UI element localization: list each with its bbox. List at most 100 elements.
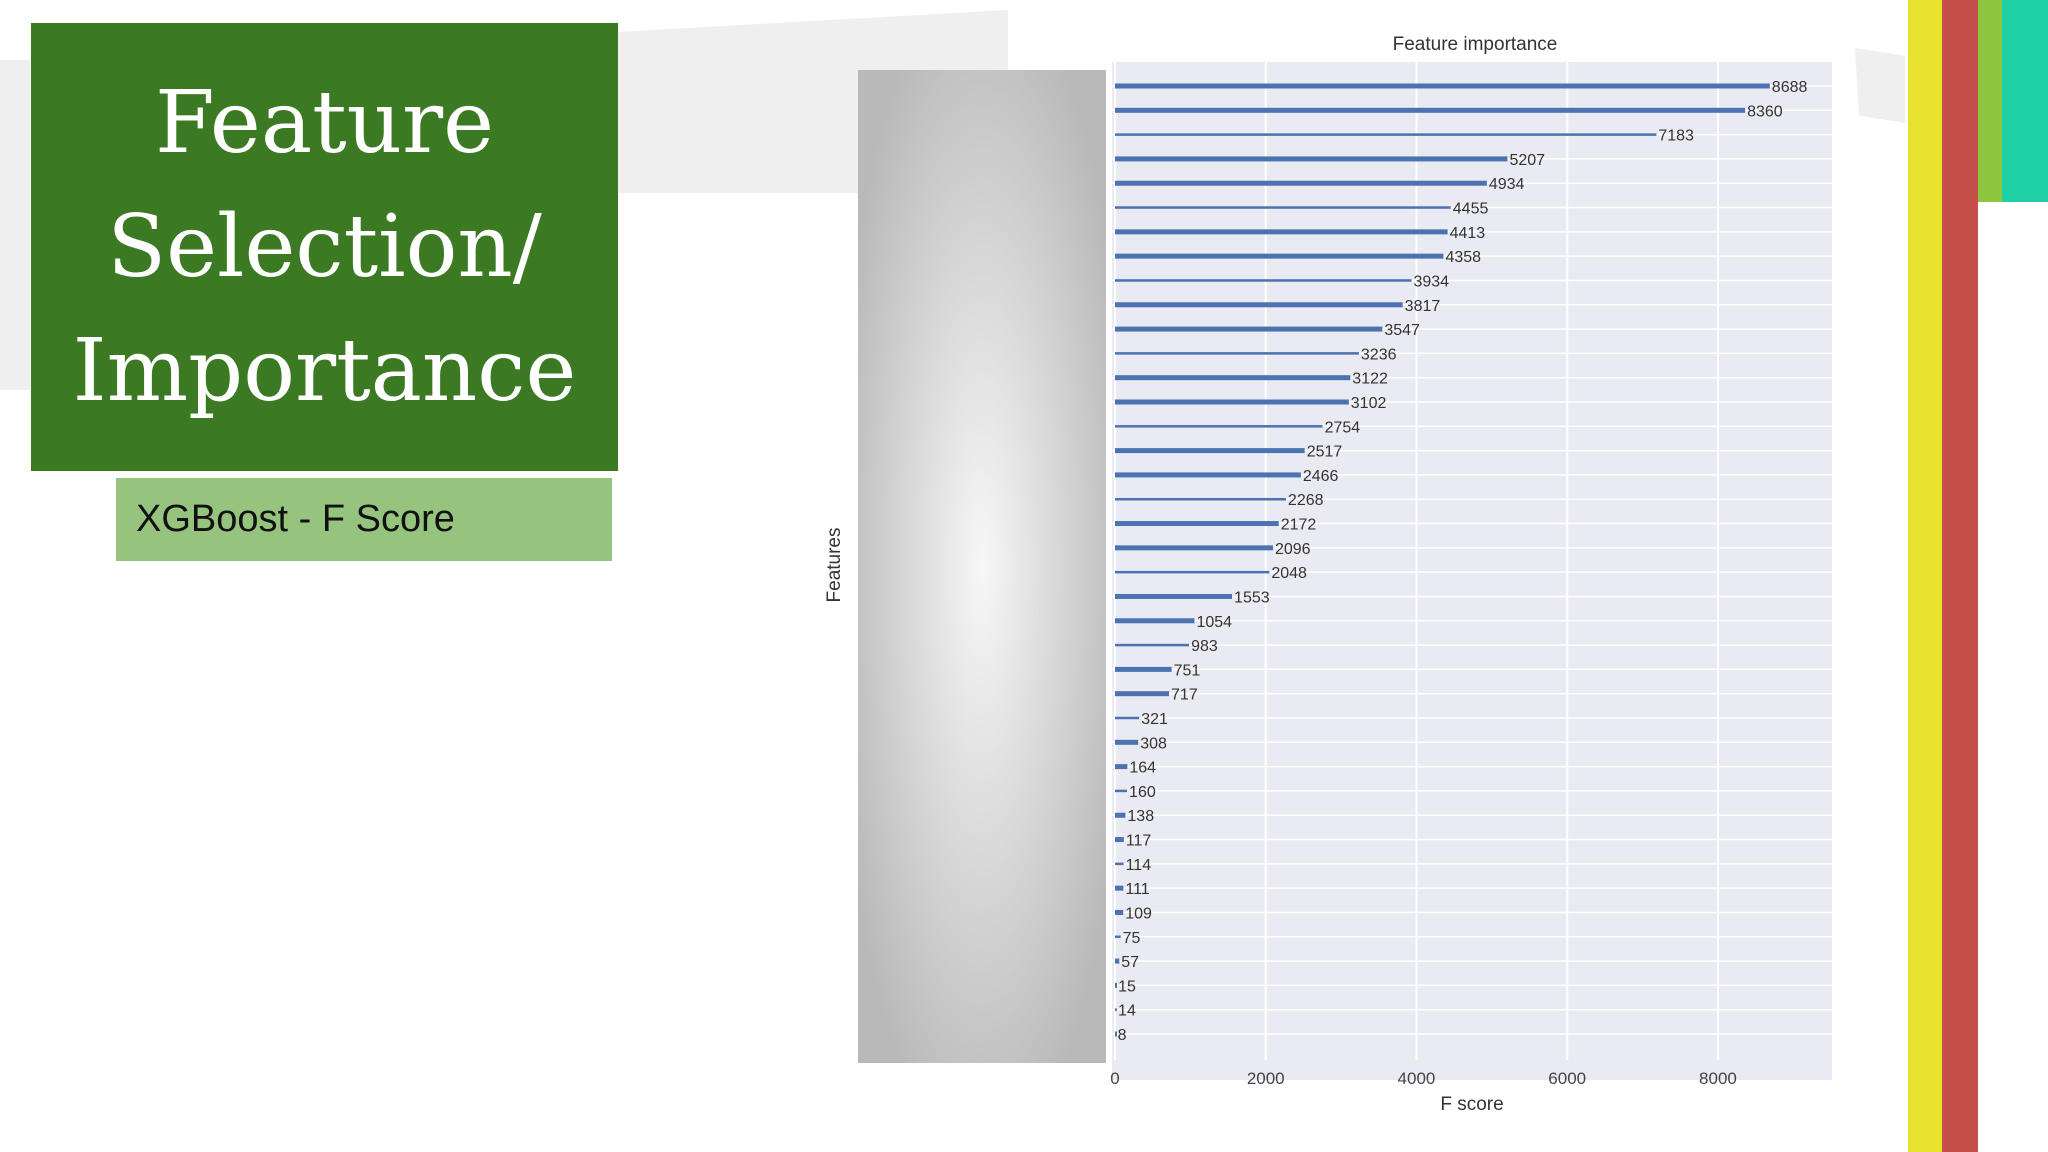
- feature-names-mask: [858, 70, 1106, 1063]
- data-label-7: 4358: [1445, 249, 1481, 266]
- slide-subtitle: XGBoost - F Score: [136, 498, 455, 540]
- data-label-25: 717: [1171, 687, 1198, 704]
- bar-29: [1115, 789, 1128, 793]
- x-tick-label: 2000: [1247, 1069, 1285, 1088]
- bar-5: [1115, 206, 1451, 209]
- grid-lines-x: [1114, 62, 1719, 1060]
- background-shape-right: [1855, 48, 1905, 123]
- bar-21: [1115, 593, 1233, 599]
- data-label-39: 8: [1118, 1027, 1127, 1044]
- data-label-10: 3547: [1384, 322, 1420, 339]
- bar-36: [1115, 958, 1120, 964]
- bar-25: [1115, 691, 1170, 697]
- title-line-1: Feature: [154, 73, 495, 173]
- data-label-14: 2754: [1325, 419, 1361, 436]
- bar-22: [1115, 618, 1195, 624]
- title-box: Feature Selection/ Importance: [31, 23, 618, 471]
- bar-24: [1115, 666, 1172, 672]
- bar-32: [1115, 862, 1124, 866]
- data-label-9: 3817: [1405, 298, 1441, 315]
- data-label-33: 111: [1125, 881, 1149, 898]
- bar-14: [1115, 425, 1323, 428]
- data-label-3: 5207: [1509, 152, 1545, 169]
- subtitle-box: XGBoost - F Score: [116, 478, 612, 561]
- data-label-11: 3236: [1361, 346, 1397, 363]
- data-label-31: 117: [1126, 833, 1152, 850]
- data-label-22: 1054: [1196, 614, 1232, 631]
- bar-27: [1115, 739, 1139, 745]
- bar-38: [1115, 1008, 1117, 1011]
- data-label-27: 308: [1140, 735, 1167, 752]
- data-label-34: 109: [1125, 905, 1152, 922]
- data-label-15: 2517: [1307, 444, 1343, 461]
- data-label-13: 3102: [1351, 395, 1387, 412]
- data-label-16: 2466: [1303, 468, 1339, 485]
- bar-15: [1115, 448, 1305, 454]
- data-label-4: 4934: [1489, 176, 1525, 193]
- bar-2: [1115, 133, 1657, 136]
- stripe-green: [1978, 0, 2002, 202]
- chart-title: Feature importance: [1393, 34, 1558, 55]
- bar-10: [1115, 326, 1383, 332]
- data-label-38: 14: [1118, 1003, 1136, 1020]
- data-label-1: 8360: [1747, 103, 1783, 120]
- data-label-36: 57: [1121, 954, 1139, 971]
- x-tick-label: 0: [1110, 1069, 1119, 1088]
- x-tick-label: 4000: [1398, 1069, 1436, 1088]
- bars: [1115, 83, 1770, 1037]
- x-tick-label: 8000: [1699, 1069, 1737, 1088]
- data-label-29: 160: [1129, 784, 1156, 801]
- bar-39: [1115, 1031, 1117, 1037]
- data-label-2: 7183: [1658, 128, 1694, 145]
- data-label-19: 2096: [1275, 541, 1311, 558]
- y-axis-label: Features: [824, 528, 845, 603]
- data-label-24: 751: [1174, 662, 1201, 679]
- bar-13: [1115, 399, 1349, 405]
- bar-3: [1115, 156, 1508, 162]
- data-label-12: 3122: [1352, 371, 1388, 388]
- data-label-37: 15: [1118, 978, 1136, 995]
- data-label-6: 4413: [1450, 225, 1486, 242]
- data-label-21: 1553: [1234, 589, 1270, 606]
- data-label-30: 138: [1127, 808, 1154, 825]
- bar-11: [1115, 352, 1359, 355]
- data-label-0: 8688: [1772, 79, 1808, 96]
- data-label-26: 321: [1141, 711, 1168, 728]
- data-label-17: 2268: [1288, 492, 1324, 509]
- data-label-28: 164: [1129, 760, 1156, 777]
- data-label-18: 2172: [1281, 517, 1317, 534]
- bar-28: [1115, 764, 1128, 770]
- bar-9: [1115, 302, 1403, 308]
- x-tick-label: 6000: [1548, 1069, 1586, 1088]
- bar-23: [1115, 643, 1190, 647]
- bar-37: [1115, 982, 1117, 988]
- title-line-3: Importance: [72, 321, 577, 421]
- stripe-red: [1942, 0, 1978, 1152]
- bar-34: [1115, 909, 1124, 915]
- bar-30: [1115, 812, 1126, 818]
- slide-title: Feature Selection/ Importance: [45, 61, 605, 433]
- title-line-2: Selection/: [107, 197, 542, 297]
- bar-7: [1115, 253, 1444, 259]
- data-label-35: 75: [1123, 930, 1141, 947]
- bar-6: [1115, 229, 1448, 235]
- bar-20: [1115, 570, 1270, 574]
- stripe-yellow: [1908, 0, 1942, 1152]
- x-axis-label: F score: [1440, 1094, 1503, 1115]
- bar-33: [1115, 885, 1124, 891]
- bar-0: [1115, 83, 1770, 89]
- bar-12: [1115, 375, 1351, 381]
- bar-4: [1115, 180, 1487, 186]
- bar-35: [1115, 935, 1121, 939]
- bar-17: [1115, 497, 1286, 501]
- stripe-teal: [2002, 0, 2048, 202]
- bar-16: [1115, 472, 1301, 478]
- data-label-5: 4455: [1453, 201, 1489, 218]
- bar-1: [1115, 107, 1746, 113]
- background-shape-left: [0, 60, 30, 390]
- bar-19: [1115, 545, 1273, 551]
- data-label-20: 2048: [1271, 565, 1307, 582]
- data-label-8: 3934: [1413, 273, 1449, 290]
